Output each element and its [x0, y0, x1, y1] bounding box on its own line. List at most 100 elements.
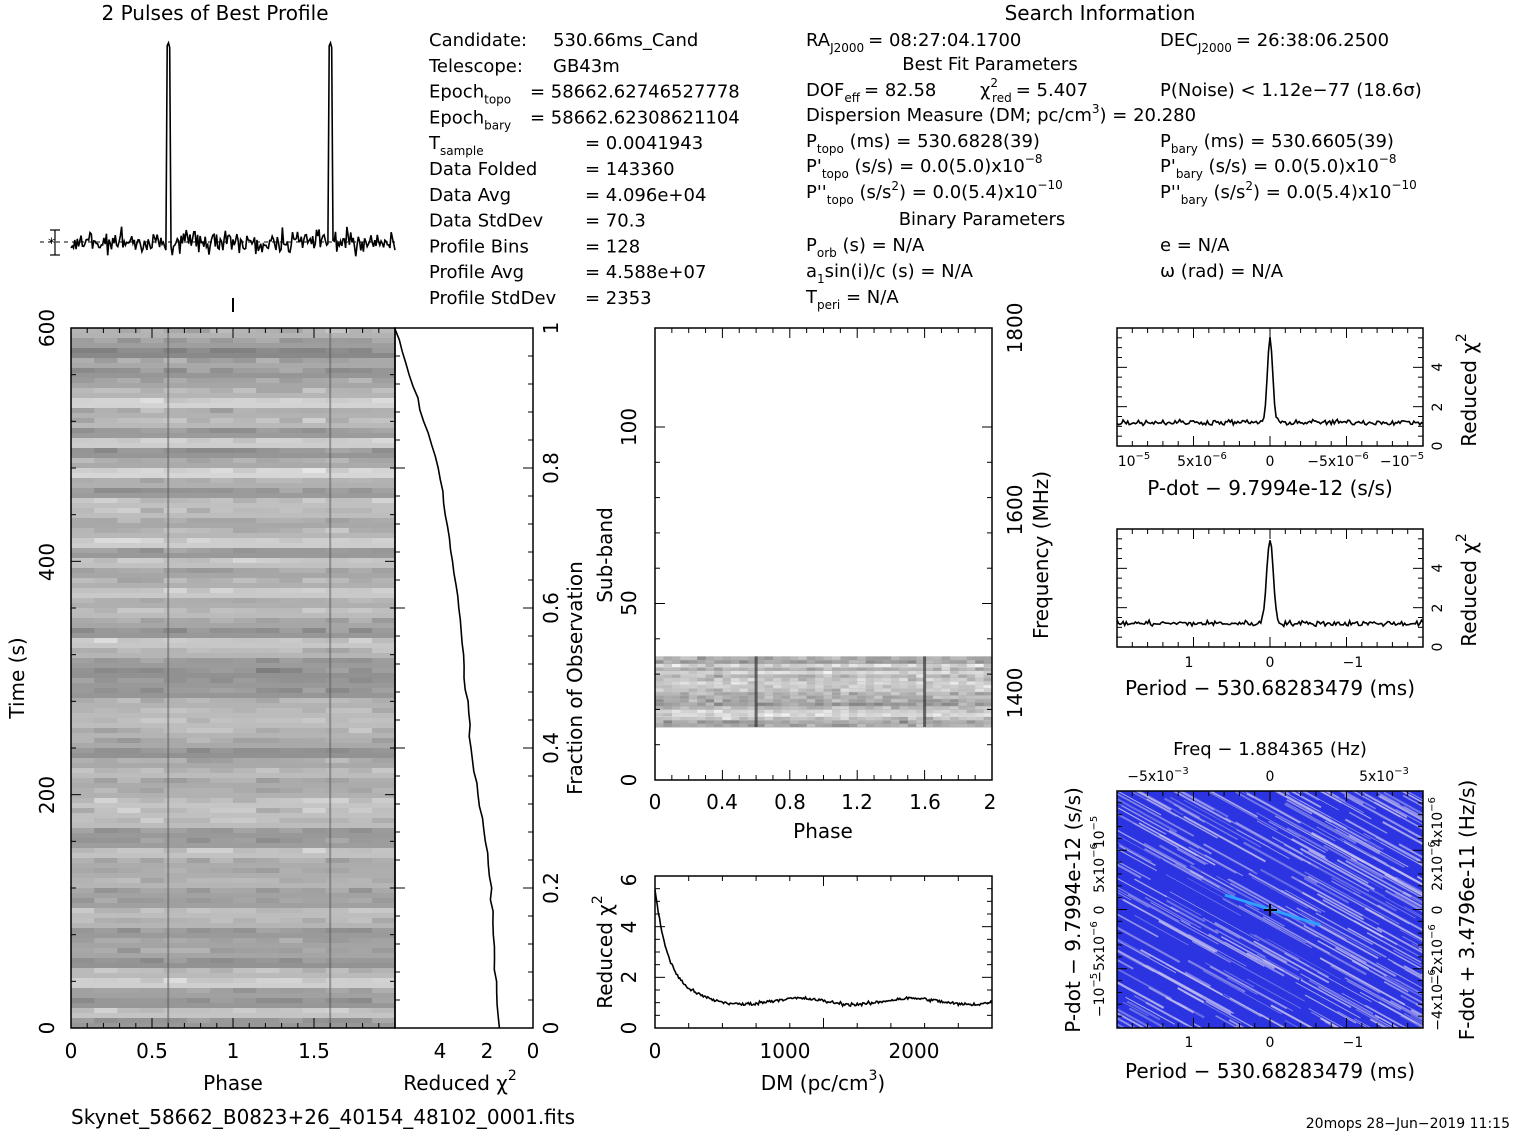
pp-streak	[1227, 977, 1258, 995]
tp-cell	[94, 458, 118, 463]
sb-cell	[773, 688, 782, 692]
tp-cell	[117, 718, 141, 723]
sb-cell	[714, 691, 723, 696]
sb-cell	[671, 674, 681, 678]
sb-cell	[848, 691, 858, 696]
sb-cell	[907, 681, 917, 685]
tp-cell	[348, 768, 373, 773]
sb-cell	[815, 688, 824, 692]
pp-streak	[1346, 980, 1401, 1011]
tp-cell	[325, 368, 350, 373]
tp-cell	[209, 1018, 234, 1023]
tp-cell	[256, 928, 280, 933]
tp-cell	[348, 568, 373, 573]
tp-cell	[348, 448, 373, 453]
sb-cell	[840, 702, 850, 706]
pp-righttick-3-base: −2x10	[1430, 939, 1446, 986]
tp-cell	[256, 978, 280, 983]
sb-cell	[975, 670, 984, 674]
sb-cell	[789, 716, 799, 720]
tp-cell	[325, 438, 350, 443]
sb-cell	[730, 674, 740, 678]
sb-cell	[949, 705, 959, 710]
sb-cell	[747, 698, 757, 703]
tp-cell	[140, 828, 164, 833]
tp-cell	[302, 868, 326, 873]
sb-cell	[916, 723, 926, 727]
sb-cell	[933, 709, 942, 713]
sb-cell	[747, 659, 757, 664]
tp-cell	[186, 638, 211, 643]
tp-cell	[94, 668, 118, 673]
info-label-sub-2: topo	[484, 93, 511, 107]
tp-row	[71, 548, 395, 559]
sb-cell	[840, 684, 850, 689]
pp-streak	[1310, 1011, 1341, 1028]
sb-cell	[663, 670, 673, 674]
sb-cell	[697, 674, 706, 678]
pp-streak	[1117, 848, 1158, 872]
pp-righttick-1-base: 2x10	[1430, 856, 1446, 891]
sb-cell	[705, 670, 715, 674]
sb-cell	[697, 691, 706, 696]
sb-cell	[756, 716, 765, 720]
sb-cell	[899, 663, 909, 667]
tp-cell	[325, 828, 350, 833]
pp-streak	[1100, 773, 1125, 787]
tp-cell	[256, 498, 280, 503]
tp-row	[71, 368, 395, 379]
tp-cell	[117, 618, 141, 623]
ptopo-line: Ptopo (ms) = 530.6828(39)	[806, 131, 1040, 156]
tp-cell	[233, 588, 257, 593]
tp-cell	[209, 798, 234, 803]
sb-cell	[975, 705, 984, 710]
tp-row	[71, 658, 395, 669]
tp-cell	[163, 858, 188, 863]
sb-cell	[806, 712, 816, 717]
pddbary-sub: bary	[1181, 193, 1208, 207]
sb-cell	[773, 681, 782, 685]
tp-cell	[256, 998, 280, 1003]
tp-cell	[371, 378, 395, 383]
sb-cell	[663, 688, 673, 692]
tp-cell	[371, 998, 395, 1003]
pp-streak	[1117, 807, 1163, 833]
search-info: Search Information Candidate: 530.66ms_Ca…	[428, 1, 1422, 312]
porb-sub: orb	[817, 246, 837, 260]
sb-cell	[756, 705, 765, 710]
tp-cell	[348, 728, 373, 733]
sb-cell	[815, 674, 824, 678]
tp-cell	[256, 548, 280, 553]
tp-cell	[233, 358, 257, 363]
sb-cell	[730, 698, 740, 703]
tp-cell	[117, 328, 141, 333]
tp-cell	[71, 888, 95, 893]
tp-cell	[186, 978, 211, 983]
sb-cell	[705, 667, 715, 671]
tp-cell	[302, 878, 326, 883]
pp-streak	[1354, 1018, 1373, 1028]
tp-cell	[279, 808, 303, 813]
sb-cell	[874, 684, 883, 689]
tp-cell	[233, 378, 257, 383]
tp-cell	[71, 558, 95, 563]
tp-row	[71, 828, 395, 839]
tp-cell	[71, 818, 95, 823]
tp-cell	[94, 818, 118, 823]
tp-cell	[140, 928, 164, 933]
sb-cell	[966, 695, 976, 699]
sb-cell	[714, 688, 723, 692]
tp-cell	[325, 718, 350, 723]
tp-cell	[233, 738, 257, 743]
tp-cell	[140, 348, 164, 353]
pp-streak	[1146, 798, 1218, 839]
tp-cell	[371, 568, 395, 573]
sb-cell	[747, 716, 757, 720]
tp-cell	[71, 778, 95, 783]
sb-cell	[663, 691, 673, 696]
tp-cell	[94, 848, 118, 853]
pp-streak	[1179, 791, 1229, 818]
tp-cell	[140, 858, 164, 863]
sb-cell	[823, 681, 833, 685]
tp-cell	[117, 558, 141, 563]
